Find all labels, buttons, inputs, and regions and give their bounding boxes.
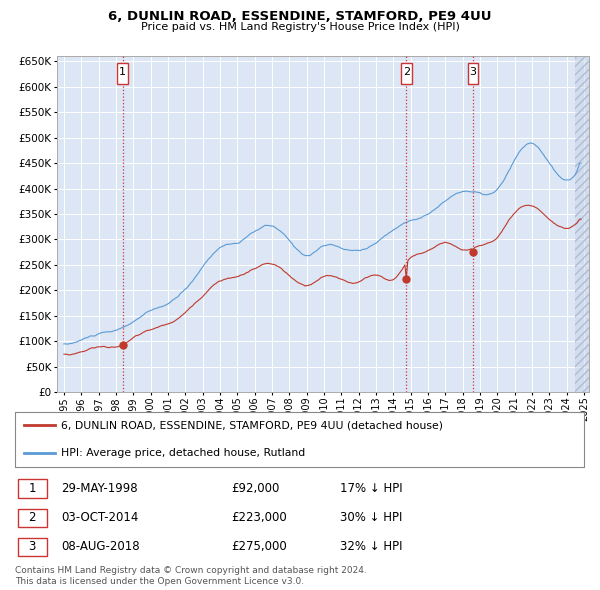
- Text: HPI: Average price, detached house, Rutland: HPI: Average price, detached house, Rutl…: [61, 448, 305, 457]
- Text: 17% ↓ HPI: 17% ↓ HPI: [340, 482, 403, 495]
- FancyBboxPatch shape: [18, 509, 47, 527]
- Text: 29-MAY-1998: 29-MAY-1998: [61, 482, 137, 495]
- Text: £275,000: £275,000: [231, 540, 287, 553]
- Text: 3: 3: [28, 540, 36, 553]
- Text: 6, DUNLIN ROAD, ESSENDINE, STAMFORD, PE9 4UU: 6, DUNLIN ROAD, ESSENDINE, STAMFORD, PE9…: [108, 10, 492, 23]
- Text: £92,000: £92,000: [231, 482, 279, 495]
- Text: Contains HM Land Registry data © Crown copyright and database right 2024.
This d: Contains HM Land Registry data © Crown c…: [15, 566, 367, 586]
- Text: Price paid vs. HM Land Registry's House Price Index (HPI): Price paid vs. HM Land Registry's House …: [140, 22, 460, 32]
- FancyBboxPatch shape: [401, 63, 412, 84]
- FancyBboxPatch shape: [467, 63, 478, 84]
- Text: £223,000: £223,000: [231, 511, 287, 525]
- Text: 2: 2: [28, 511, 36, 525]
- Text: 32% ↓ HPI: 32% ↓ HPI: [340, 540, 403, 553]
- Text: 2: 2: [403, 67, 410, 77]
- Text: 30% ↓ HPI: 30% ↓ HPI: [340, 511, 403, 525]
- Text: 1: 1: [28, 482, 36, 495]
- Text: 3: 3: [469, 67, 476, 77]
- Text: 03-OCT-2014: 03-OCT-2014: [61, 511, 139, 525]
- Text: 1: 1: [119, 67, 126, 77]
- Text: 6, DUNLIN ROAD, ESSENDINE, STAMFORD, PE9 4UU (detached house): 6, DUNLIN ROAD, ESSENDINE, STAMFORD, PE9…: [61, 421, 443, 430]
- FancyBboxPatch shape: [15, 412, 584, 467]
- FancyBboxPatch shape: [18, 538, 47, 556]
- FancyBboxPatch shape: [118, 63, 128, 84]
- FancyBboxPatch shape: [18, 479, 47, 497]
- Text: 08-AUG-2018: 08-AUG-2018: [61, 540, 140, 553]
